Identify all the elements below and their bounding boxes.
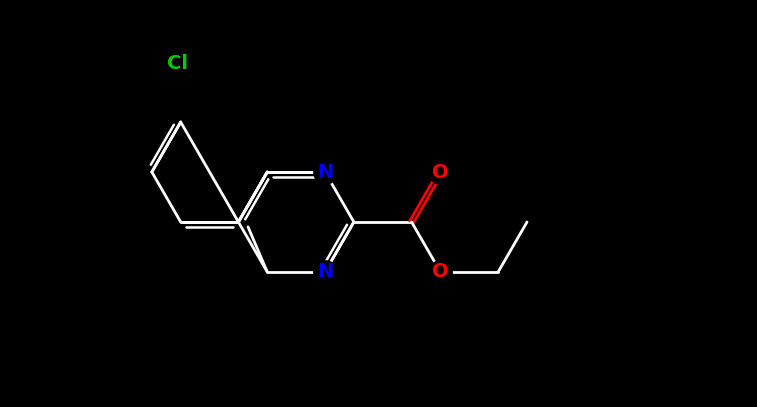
Text: N: N [317, 263, 333, 282]
Text: Cl: Cl [167, 54, 188, 72]
Text: O: O [432, 162, 449, 182]
Text: N: N [317, 162, 333, 182]
Text: O: O [432, 263, 449, 282]
